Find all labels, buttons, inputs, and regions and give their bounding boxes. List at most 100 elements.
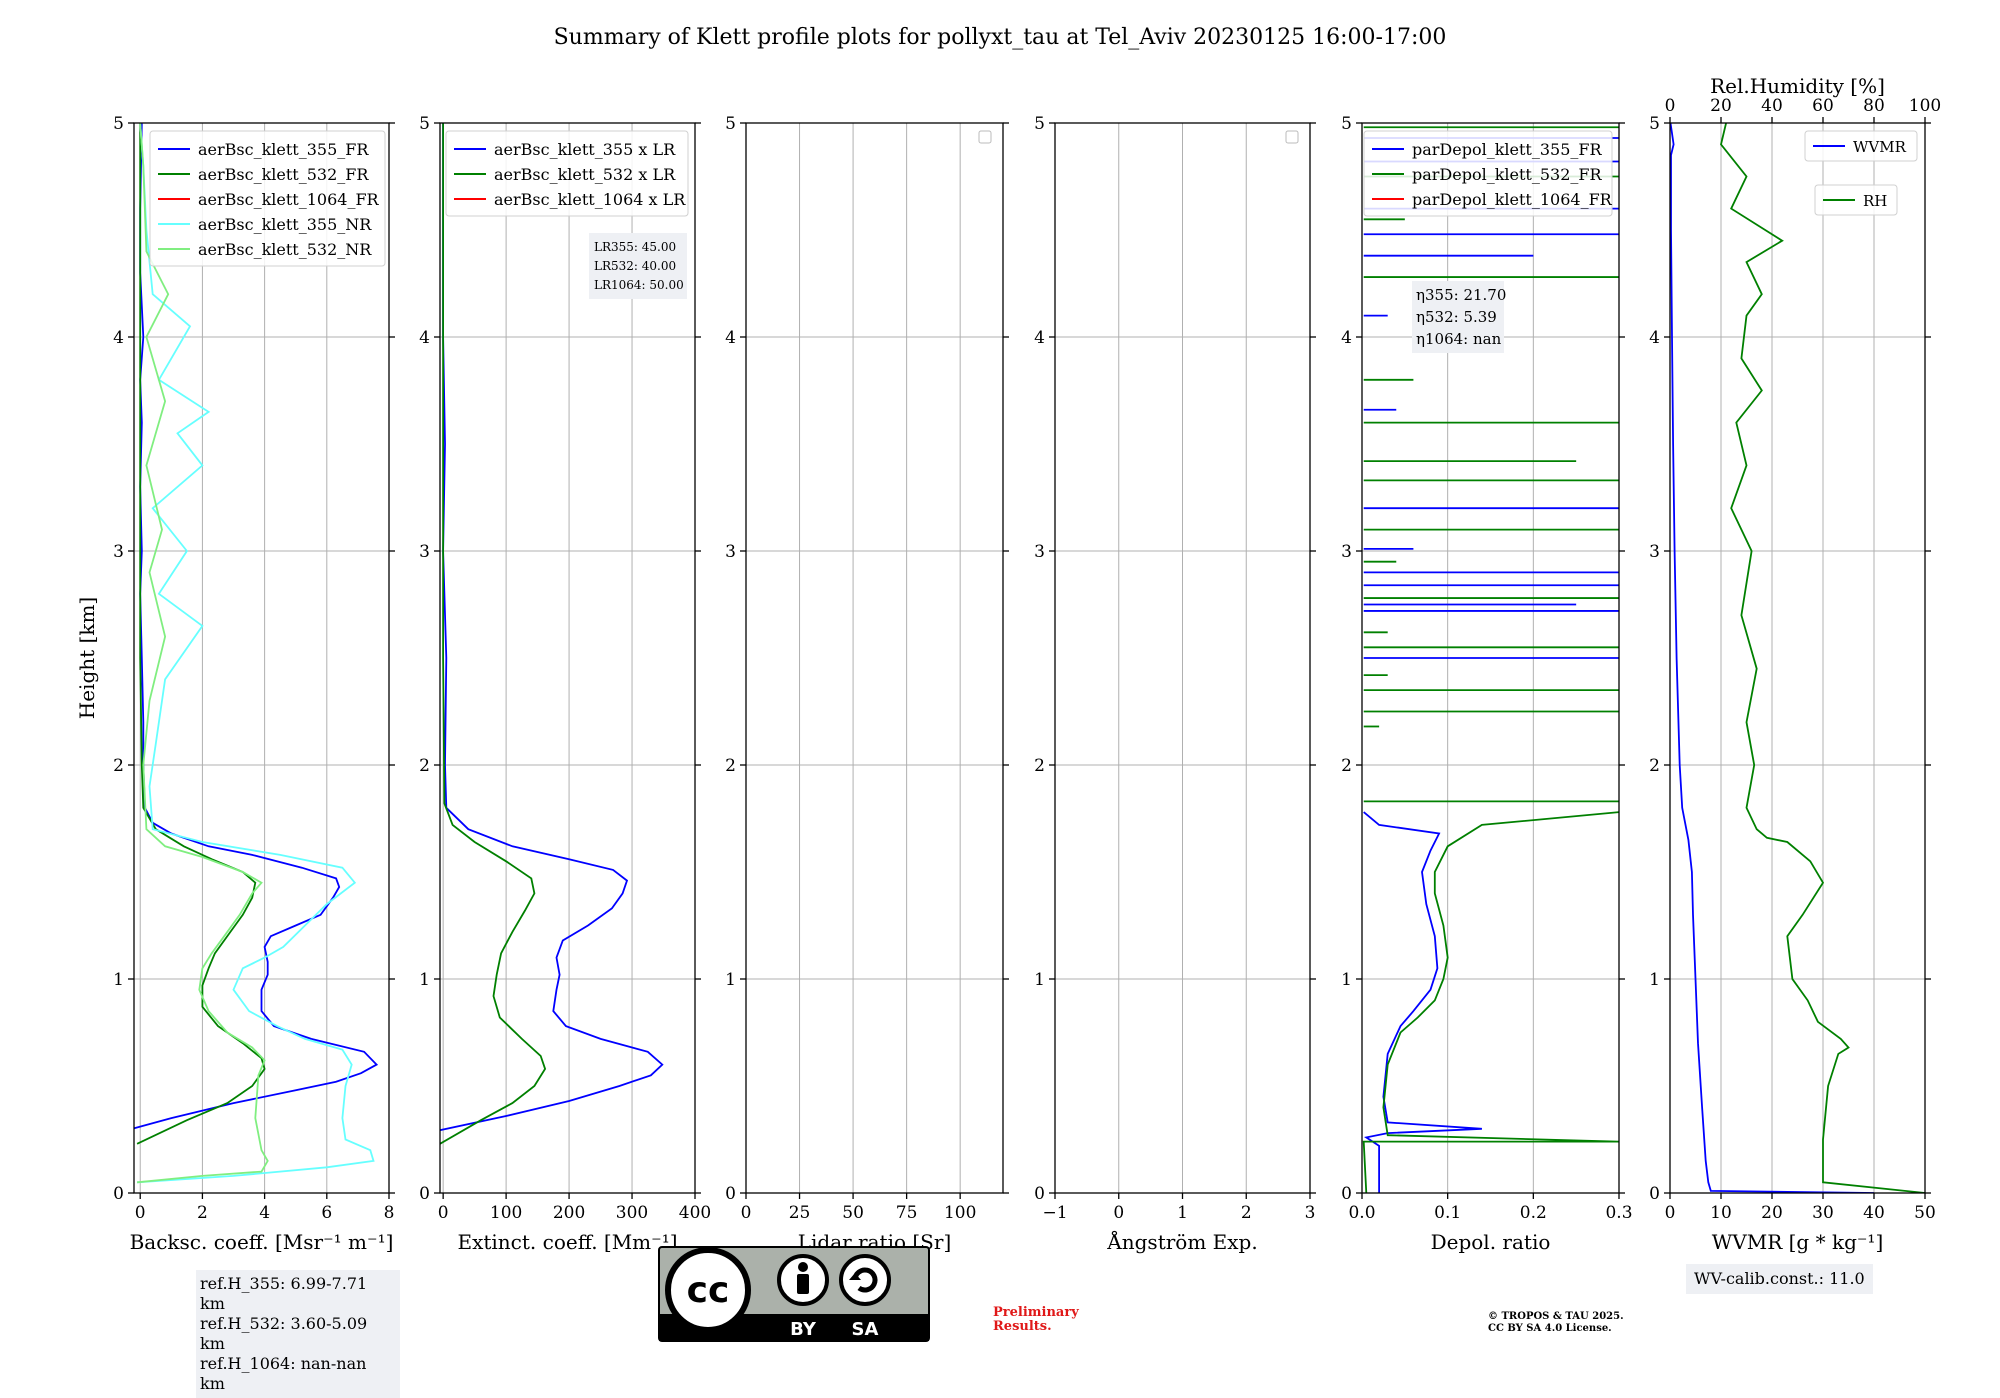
series-parDepol_klett_532_FR: [1362, 811, 1619, 1193]
series-group: [134, 123, 379, 1184]
y-tick-label: 2: [419, 756, 430, 776]
series-aerBsc_klett_532 x LR: [440, 123, 547, 1145]
copyright-note: © TROPOS & TAU 2025. CC BY SA 4.0 Licens…: [1488, 1311, 1624, 1335]
x-tick-label: 3: [1305, 1203, 1316, 1223]
legend-label: RH: [1863, 192, 1887, 210]
x-axis-label: Backsc. coeff. [Msr⁻¹ m⁻¹]: [130, 1230, 394, 1254]
empty-legend-box: [978, 130, 992, 144]
x2-tick-label: 60: [1812, 96, 1834, 116]
legend-label: aerBsc_klett_355 x LR: [494, 140, 676, 159]
wv-calib-text: WV-calib.const.: 11.0: [1694, 1269, 1865, 1288]
x-tick-label: 2: [1241, 1203, 1252, 1223]
eta-text: η355: 21.70: [1416, 286, 1506, 304]
axes-frame: [745, 122, 1004, 1194]
lidar-ratio-text: LR1064: 50.00: [594, 278, 684, 292]
x-tick-label: 300: [616, 1203, 648, 1223]
legend-frame: [149, 130, 386, 267]
x2-tick-label: 80: [1863, 96, 1885, 116]
x-tick-label: −1: [1042, 1203, 1067, 1223]
y-tick-label: 4: [725, 328, 736, 348]
x2-tick-label: 40: [1761, 96, 1783, 116]
series-aerBsc_klett_355_NR: [137, 123, 375, 1184]
legend-label: aerBsc_klett_1064 x LR: [494, 190, 686, 209]
y-tick-label: 5: [1341, 114, 1352, 134]
x-tick-label: 0.1: [1434, 1203, 1461, 1223]
y-tick-label: 4: [1649, 328, 1660, 348]
cc-logo-text: cc: [687, 1270, 730, 1311]
y-tick-label: 4: [1034, 328, 1045, 348]
series-group: [1670, 123, 1925, 1193]
y-tick-label: 3: [1649, 542, 1660, 562]
lidar-ratio-box: [589, 233, 687, 299]
panel-extinction: 0 100 200 300 400 0 1 2 3 4 5 Extinct. coeff. [Mm⁻¹…: [419, 114, 711, 1254]
legend-label: aerBsc_klett_355_NR: [198, 215, 372, 234]
y-tick-label: 4: [1341, 328, 1352, 348]
lidar-ratio-text: LR532: 40.00: [594, 259, 676, 273]
legend-label: WVMR: [1853, 138, 1907, 156]
x-axis-label: Depol. ratio: [1431, 1230, 1551, 1254]
y-tick-label: 0: [1034, 1184, 1045, 1204]
x-tick-label: 75: [896, 1203, 918, 1223]
legend-frame: [1804, 130, 1918, 162]
share-alike-icon: [839, 1254, 891, 1306]
x-tick-label: 2: [197, 1203, 208, 1223]
x-tick-label: 200: [553, 1203, 585, 1223]
x2-tick-label: 0: [1665, 96, 1676, 116]
y-tick-label: 2: [113, 756, 124, 776]
y-tick-label: 5: [1034, 114, 1045, 134]
x-tick-label: 400: [679, 1203, 711, 1223]
y-tick-label: 2: [1034, 756, 1045, 776]
legend-frame: [1363, 130, 1613, 217]
legend-label: aerBsc_klett_532_FR: [198, 165, 369, 184]
y-tick-label: 0: [1341, 1184, 1352, 1204]
preliminary-note: Preliminary Results.: [993, 1306, 1079, 1334]
y-tick-label: 3: [725, 542, 736, 562]
y-tick-label: 5: [1649, 114, 1660, 134]
x-tick-label: 8: [384, 1203, 395, 1223]
y-tick-label: 0: [113, 1184, 124, 1204]
series-aerBsc_klett_355 x LR: [440, 123, 664, 1132]
y-tick-label: 1: [1341, 970, 1352, 990]
prelim-line2: Results.: [993, 1319, 1052, 1334]
y-tick-label: 2: [1649, 756, 1660, 776]
y-tick-label: 0: [1649, 1184, 1660, 1204]
x-axis-label: WVMR [g * kg⁻¹]: [1712, 1230, 1884, 1254]
y-tick-label: 0: [725, 1184, 736, 1204]
series-group: [440, 123, 664, 1145]
series-WVMR: [1670, 123, 1875, 1193]
legend-label: parDepol_klett_532_FR: [1412, 165, 1603, 184]
panel-water_vapor: 0 10 20 30 40 50 0 1 2 3 4 5 WVMR [g * kg⁻¹] 0 20 40 60 8…: [1649, 74, 1941, 1254]
figure-title: Summary of Klett profile plots for polly…: [554, 25, 1447, 50]
y-tick-label: 1: [725, 970, 736, 990]
lidar-ratio-text: LR355: 45.00: [594, 240, 676, 254]
axes-frame: [1669, 122, 1926, 1194]
ref-height-355: ref.H_355: 6.99-7.71 km: [200, 1274, 368, 1313]
legend: WVMR RH: [1804, 130, 1918, 216]
x-tick-label: 0: [741, 1203, 752, 1223]
x-tick-label: 20: [1761, 1203, 1783, 1223]
legend: parDepol_klett_355_FR parDepol_klett_532_…: [1363, 130, 1613, 217]
copyright-line1: © TROPOS & TAU 2025.: [1488, 1311, 1624, 1322]
legend-label: parDepol_klett_1064_FR: [1412, 190, 1613, 209]
y-tick-label: 0: [419, 1184, 430, 1204]
x-tick-label: 25: [789, 1203, 811, 1223]
x-tick-label: 0.0: [1348, 1203, 1375, 1223]
x-tick-label: 1: [1177, 1203, 1188, 1223]
axes-frame: [1361, 122, 1620, 1194]
x-tick-label: 50: [1914, 1203, 1936, 1223]
x-axis-label: Ångström Exp.: [1106, 1229, 1257, 1254]
eta-text: η532: 5.39: [1416, 308, 1497, 326]
reference-height-box: ref.H_355: 6.99-7.71 km ref.H_532: 3.60-…: [196, 1270, 400, 1398]
x-tick-label: 40: [1863, 1203, 1885, 1223]
prelim-line1: Preliminary: [993, 1305, 1079, 1320]
cc-by-sa-badge: cc BY SA: [658, 1246, 930, 1342]
x-tick-label: 0: [1113, 1203, 1124, 1223]
series-RH: [1720, 123, 1925, 1193]
x-tick-label: 0.3: [1605, 1203, 1632, 1223]
legend-frame: [1814, 184, 1898, 216]
x-tick-label: 50: [842, 1203, 864, 1223]
y-tick-label: 2: [725, 756, 736, 776]
y-tick-label: 1: [1034, 970, 1045, 990]
y-tick-label: 2: [1341, 756, 1352, 776]
